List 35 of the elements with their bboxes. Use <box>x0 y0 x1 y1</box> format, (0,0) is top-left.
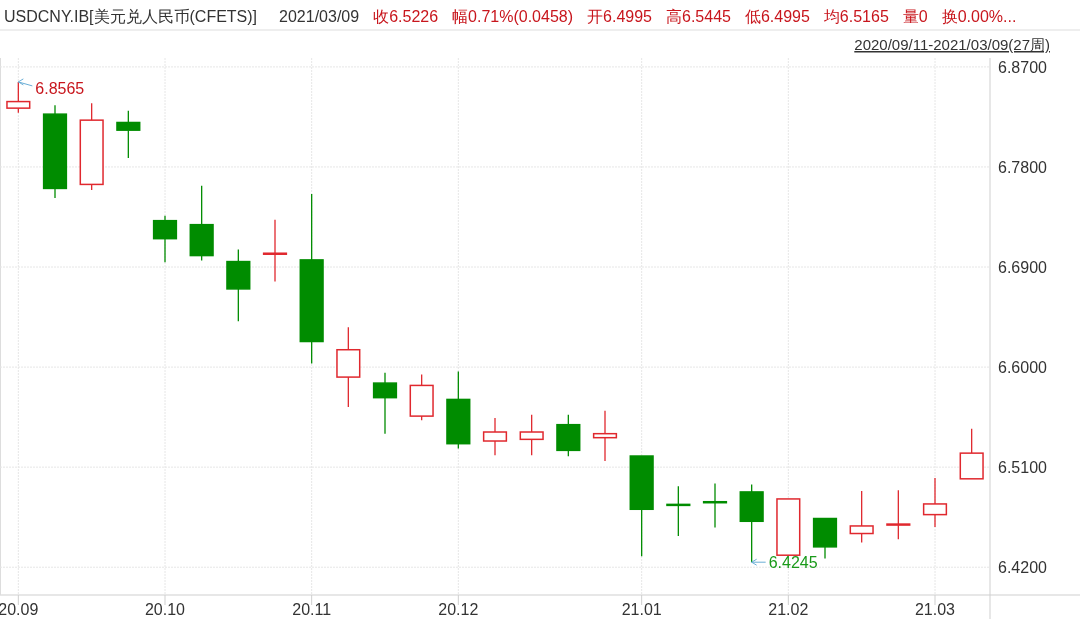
candlestick <box>262 219 288 283</box>
x-tick-label: 21.03 <box>914 601 956 618</box>
text: 换0.00%... <box>941 8 1017 25</box>
x-tick-label: 21.01 <box>621 601 662 618</box>
text: 均6.5165 <box>822 8 889 25</box>
x-tick-label: 20.10 <box>144 601 186 618</box>
x-tick-label: 21.02 <box>768 601 809 618</box>
text: 幅0.71%(0.0458) <box>452 8 574 25</box>
text: 2020/09/11-2021/03/09(27周) <box>854 36 1050 53</box>
text: 低6.4995 <box>744 8 810 25</box>
y-tick-label: 6.7800 <box>998 158 1048 176</box>
x-tick-label: 20.11 <box>292 601 332 618</box>
y-tick-label: 6.4200 <box>998 559 1048 577</box>
y-tick-label: 6.6900 <box>998 259 1048 277</box>
annotation: 6.4245 <box>768 554 818 572</box>
x-tick-label: 20.12 <box>438 601 479 618</box>
y-tick-label: 6.6000 <box>998 359 1048 377</box>
candlestick <box>592 410 618 462</box>
text: 开6.4995 <box>587 8 653 25</box>
text: 2021/03/09 <box>279 8 360 25</box>
y-tick-label: 6.5100 <box>998 459 1048 477</box>
candlestick <box>372 372 398 435</box>
candlestick <box>336 326 361 408</box>
y-tick-label: 6.8700 <box>998 58 1048 76</box>
candlestick <box>152 215 178 263</box>
candlestick <box>482 417 508 456</box>
annotation: 6.8565 <box>35 79 85 97</box>
chart-title: USDCNY.IB[美元兑人民币(CFETS)] <box>4 8 258 25</box>
x-tick-label: 20.09 <box>0 601 39 618</box>
text: 收6.5226 <box>373 8 439 25</box>
candlestick <box>299 193 324 365</box>
text: 高6.5445 <box>665 8 732 25</box>
text: 量0 <box>902 8 928 25</box>
candlestick <box>922 477 948 528</box>
candlestick <box>42 104 68 199</box>
